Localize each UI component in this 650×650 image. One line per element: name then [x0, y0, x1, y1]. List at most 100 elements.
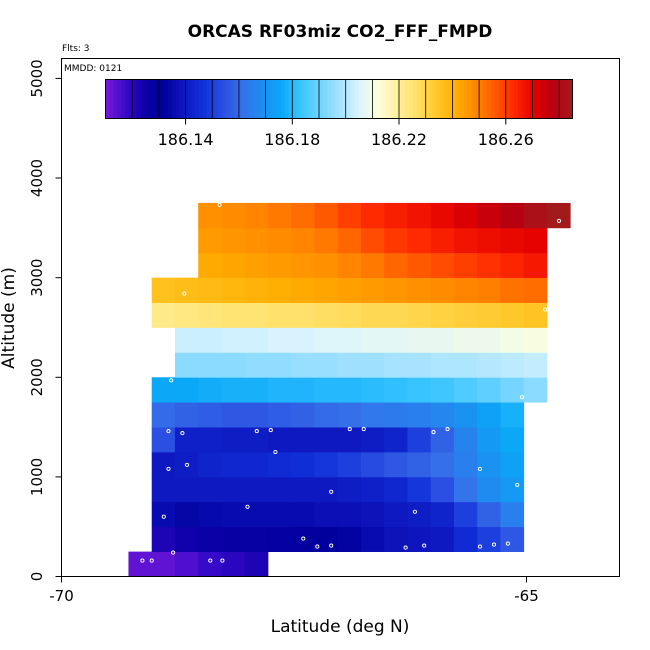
colorbar: 186.14 186.18 186.22 186.26 — [105, 79, 573, 149]
heatmap-cell — [221, 352, 246, 378]
colorbar-segment — [541, 79, 546, 119]
colorbar-segment — [218, 79, 223, 119]
colorbar-segment — [253, 79, 258, 119]
heatmap-cell — [267, 501, 292, 528]
sample-point — [180, 431, 185, 436]
heatmap-cell — [384, 451, 408, 478]
date-label: MMDD: 0121 — [64, 64, 122, 74]
colorbar-segment — [241, 79, 247, 119]
heatmap-cell — [151, 476, 176, 503]
heatmap-cell — [221, 377, 246, 403]
heatmap-cell — [337, 427, 362, 453]
colorbar-segment — [389, 79, 394, 119]
heatmap-cell — [198, 227, 222, 254]
heatmap-cell — [128, 551, 153, 577]
heatmap-cell — [384, 402, 408, 428]
heatmap-cell — [221, 202, 246, 229]
heatmap-cell — [407, 252, 432, 279]
heatmap-cell — [291, 252, 315, 279]
heatmap-cell — [267, 427, 292, 453]
heatmap-cell — [337, 402, 362, 428]
y-axis-tick-label: 3000 — [28, 259, 46, 297]
colorbar-segment — [498, 79, 503, 119]
heatmap-cell — [151, 402, 176, 428]
heatmap-cell — [198, 202, 222, 229]
colorbar-segment — [428, 79, 433, 119]
heatmap-cell — [314, 352, 339, 378]
sample-point — [543, 307, 548, 312]
colorbar-segment — [210, 79, 215, 119]
heatmap-cell — [337, 327, 362, 353]
heatmap-cell — [407, 302, 432, 328]
heatmap-cell — [221, 427, 246, 453]
sample-point — [126, 534, 131, 539]
heatmap-cell — [430, 451, 455, 478]
colorbar-segment — [463, 79, 468, 119]
colorbar-segment — [261, 79, 266, 119]
heatmap-cell — [360, 526, 385, 552]
sample-point — [505, 541, 510, 546]
heatmap-cell — [198, 427, 222, 453]
heatmap-cell — [477, 252, 501, 279]
heatmap-cell — [453, 327, 478, 353]
plot-frame — [61, 58, 620, 577]
heatmap-cell — [477, 227, 501, 254]
colorbar-segment — [510, 79, 515, 119]
heatmap-cell — [360, 327, 385, 353]
heatmap-cell — [198, 526, 222, 552]
heatmap-cell — [291, 377, 315, 403]
colorbar-segment — [331, 79, 336, 119]
heatmap-cell — [291, 427, 315, 453]
sample-point — [445, 427, 450, 432]
heatmap-cell — [337, 451, 362, 478]
colorbar-segment — [303, 79, 309, 119]
colorbar-segment — [506, 79, 511, 119]
sample-point — [166, 466, 171, 471]
heatmap-cell — [384, 227, 408, 254]
colorbar-segment — [288, 79, 293, 119]
heatmap-cell — [523, 377, 548, 403]
heatmap-cell — [244, 377, 269, 403]
colorbar-segment — [159, 79, 165, 119]
y-axis-tick-label: 4000 — [28, 159, 46, 197]
heatmap-cell — [174, 352, 199, 378]
colorbar-segment — [268, 79, 274, 119]
heatmap-cell — [337, 377, 362, 403]
x-axis-tick-label: -65 — [514, 587, 539, 605]
heatmap-cell — [453, 402, 478, 428]
heatmap-cell — [430, 277, 455, 303]
heatmap-cell — [221, 252, 246, 279]
colorbar-segment — [475, 79, 480, 119]
heatmap-cell — [453, 352, 478, 378]
heatmap-cell — [453, 277, 478, 303]
colorbar-segment — [479, 79, 484, 119]
heatmap-cell — [221, 526, 246, 552]
heatmap-cell — [291, 476, 315, 503]
y-axis-tick-label: 5000 — [28, 59, 46, 97]
heatmap-cell — [267, 277, 292, 303]
heatmap-cell — [151, 526, 176, 552]
heatmap-cell — [267, 352, 292, 378]
heatmap-cell — [174, 427, 199, 453]
colorbar-segment — [156, 79, 161, 119]
colorbar-tick-label: 186.18 — [264, 130, 320, 149]
heatmap-cell — [360, 227, 385, 254]
colorbar-segment — [471, 79, 476, 119]
colorbar-segment — [272, 79, 278, 119]
colorbar-segment — [296, 79, 301, 119]
sample-point — [217, 202, 222, 207]
sample-point — [519, 395, 524, 400]
sample-point — [245, 504, 250, 509]
heatmap-cell — [151, 427, 176, 453]
colorbar-segment — [124, 79, 130, 119]
y-axis-tick-label: 0 — [28, 572, 46, 582]
colorbar-segment — [339, 79, 344, 119]
heatmap-cell — [500, 451, 525, 478]
heatmap-cell — [477, 501, 501, 528]
heatmap-cell — [221, 402, 246, 428]
heatmap-cell — [384, 277, 408, 303]
sample-point — [220, 558, 225, 563]
heatmap-cell — [267, 202, 292, 229]
heatmap-cell — [360, 277, 385, 303]
heatmap-cell — [151, 551, 176, 577]
